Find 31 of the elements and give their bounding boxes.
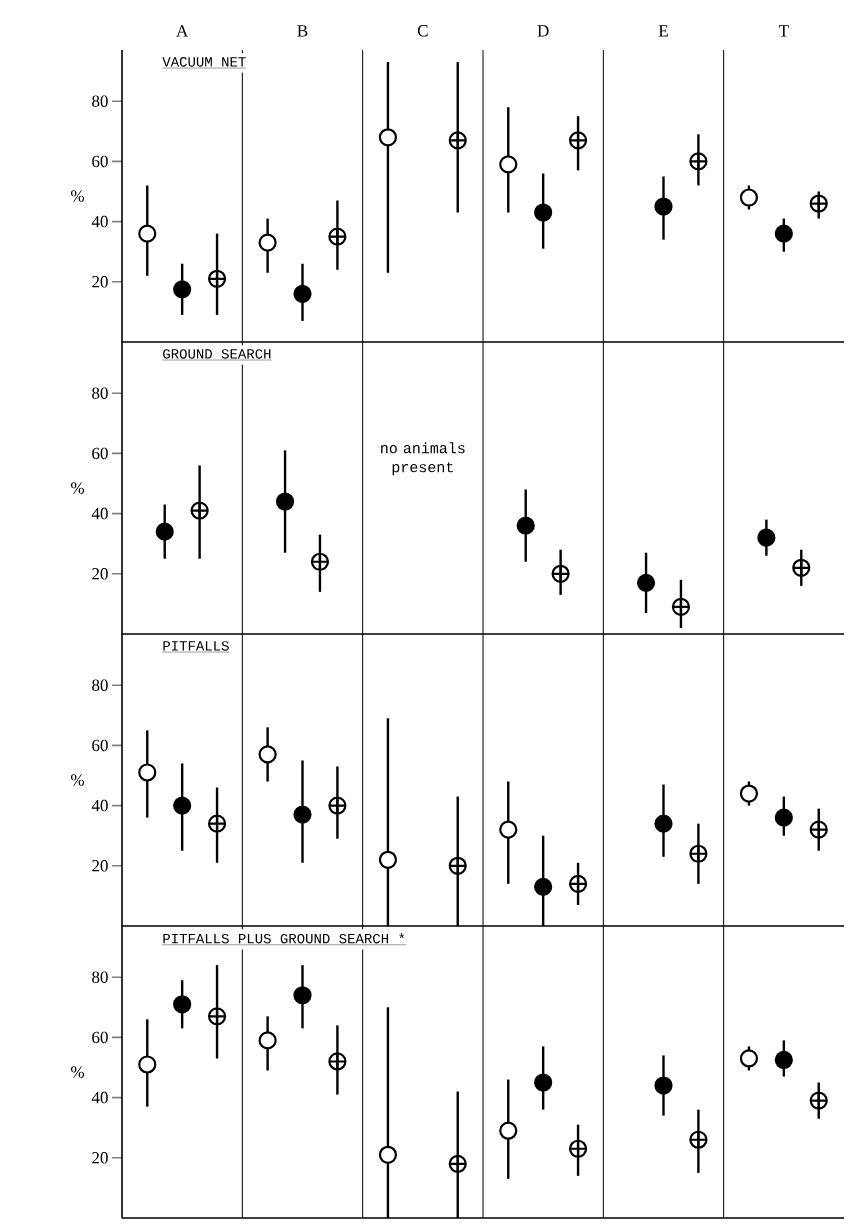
y-tick-label: 60 [92, 447, 108, 460]
y-tick-label: 40 [91, 799, 108, 812]
y-axis-title: % [71, 190, 85, 202]
y-tick-label: 20 [92, 276, 108, 288]
x-tick-label: T [778, 25, 789, 37]
y-tick-label: 80 [92, 95, 108, 107]
y-axis-title: % [71, 774, 85, 786]
x-tick-label: A [176, 25, 189, 37]
annotation: no animals present [381, 442, 465, 476]
y-tick-label: 40 [91, 215, 108, 228]
chart-title: PITFALLS [163, 641, 229, 651]
y-tick-label: 20 [92, 568, 108, 580]
y-tick-label: 80 [92, 679, 108, 691]
y-tick-label: 40 [91, 507, 108, 520]
y-tick-label: 20 [92, 860, 108, 872]
x-tick-label: B [297, 25, 308, 37]
y-tick-label: 20 [92, 1152, 108, 1164]
y-tick-label: 80 [92, 971, 108, 983]
y-tick-label: 60 [92, 155, 108, 168]
y-tick-label: 40 [91, 1091, 108, 1104]
chart-title: VACUUM NET [162, 57, 246, 67]
y-tick-label: 60 [92, 739, 108, 752]
y-tick-label: 60 [92, 1031, 108, 1044]
y-axis-title: % [71, 482, 85, 494]
x-tick-label: D [537, 25, 549, 37]
y-axis-title: % [71, 1066, 85, 1078]
chart-title: GROUND SEARCH [163, 349, 271, 359]
x-tick-label: C [417, 25, 428, 37]
chart-title: PITFALLS PLUS GROUND SEARCH * [163, 933, 405, 944]
x-tick-label: E [658, 25, 668, 37]
y-tick-label: 80 [92, 387, 108, 399]
